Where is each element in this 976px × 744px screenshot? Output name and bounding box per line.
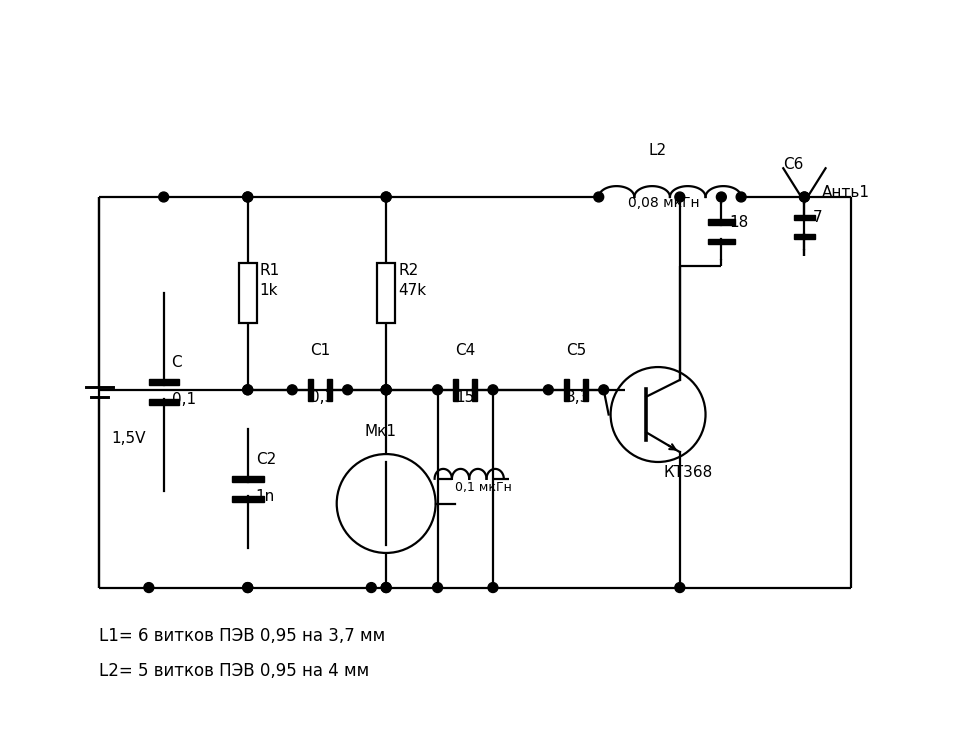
Circle shape [287,385,297,395]
Circle shape [382,385,391,395]
Circle shape [243,385,253,395]
Circle shape [736,192,746,202]
Circle shape [382,583,391,592]
Text: 15: 15 [456,390,474,405]
Bar [239,263,257,323]
Bar [472,379,477,401]
Text: 0,1: 0,1 [172,391,196,407]
Text: L2= 5 витков ПЭВ 0,95 на 4 мм: L2= 5 витков ПЭВ 0,95 на 4 мм [100,661,370,680]
Circle shape [382,192,391,202]
Bar [583,379,588,401]
Text: C6: C6 [783,157,803,173]
Text: 18: 18 [729,215,749,230]
Circle shape [593,192,604,202]
Bar [327,379,332,401]
Circle shape [343,385,352,395]
Bar [308,379,313,401]
Text: R1: R1 [260,263,280,278]
Text: 3,3: 3,3 [566,390,590,405]
Circle shape [799,192,809,202]
Text: C2: C2 [256,452,276,467]
Text: Мк1: Мк1 [364,424,396,439]
Bar [708,239,735,245]
Circle shape [243,385,253,395]
Circle shape [716,192,726,202]
Text: R2: R2 [398,263,419,278]
Circle shape [598,385,609,395]
Circle shape [382,583,391,592]
Circle shape [243,583,253,592]
Text: 7: 7 [812,210,822,225]
Bar [454,379,459,401]
Text: КТ368: КТ368 [663,465,712,480]
Text: C5: C5 [566,343,587,358]
Text: L1= 6 витков ПЭВ 0,95 на 3,7 мм: L1= 6 витков ПЭВ 0,95 на 3,7 мм [100,627,386,645]
Circle shape [143,583,154,592]
Bar [149,399,179,405]
Circle shape [799,192,809,202]
Circle shape [674,192,685,202]
Circle shape [382,385,391,395]
Bar [793,234,815,239]
Bar [708,219,735,225]
Text: 1n: 1n [256,489,275,504]
Text: 1k: 1k [260,283,278,298]
Circle shape [243,192,253,202]
Circle shape [366,583,377,592]
Text: C4: C4 [456,343,475,358]
Circle shape [382,385,391,395]
Text: 47k: 47k [398,283,427,298]
Text: Анть1: Анть1 [822,185,871,200]
Bar [232,476,264,482]
Bar [564,379,569,401]
Circle shape [243,192,253,202]
Circle shape [432,385,442,395]
Text: 1,5V: 1,5V [111,432,145,446]
Text: C: C [172,355,183,370]
Circle shape [544,385,553,395]
Bar [232,496,264,501]
Circle shape [674,583,685,592]
Bar [378,263,395,323]
Circle shape [432,583,442,592]
Text: C1: C1 [310,343,330,358]
Circle shape [488,385,498,395]
Circle shape [159,192,169,202]
Circle shape [382,192,391,202]
Circle shape [488,583,498,592]
Circle shape [243,583,253,592]
Text: 0,08 мкГн: 0,08 мкГн [629,196,700,210]
Bar [793,215,815,219]
Bar [149,379,179,385]
Text: L2: L2 [648,144,667,158]
Text: 0,1 мкГн: 0,1 мкГн [456,481,512,494]
Text: 0,3: 0,3 [310,390,334,405]
